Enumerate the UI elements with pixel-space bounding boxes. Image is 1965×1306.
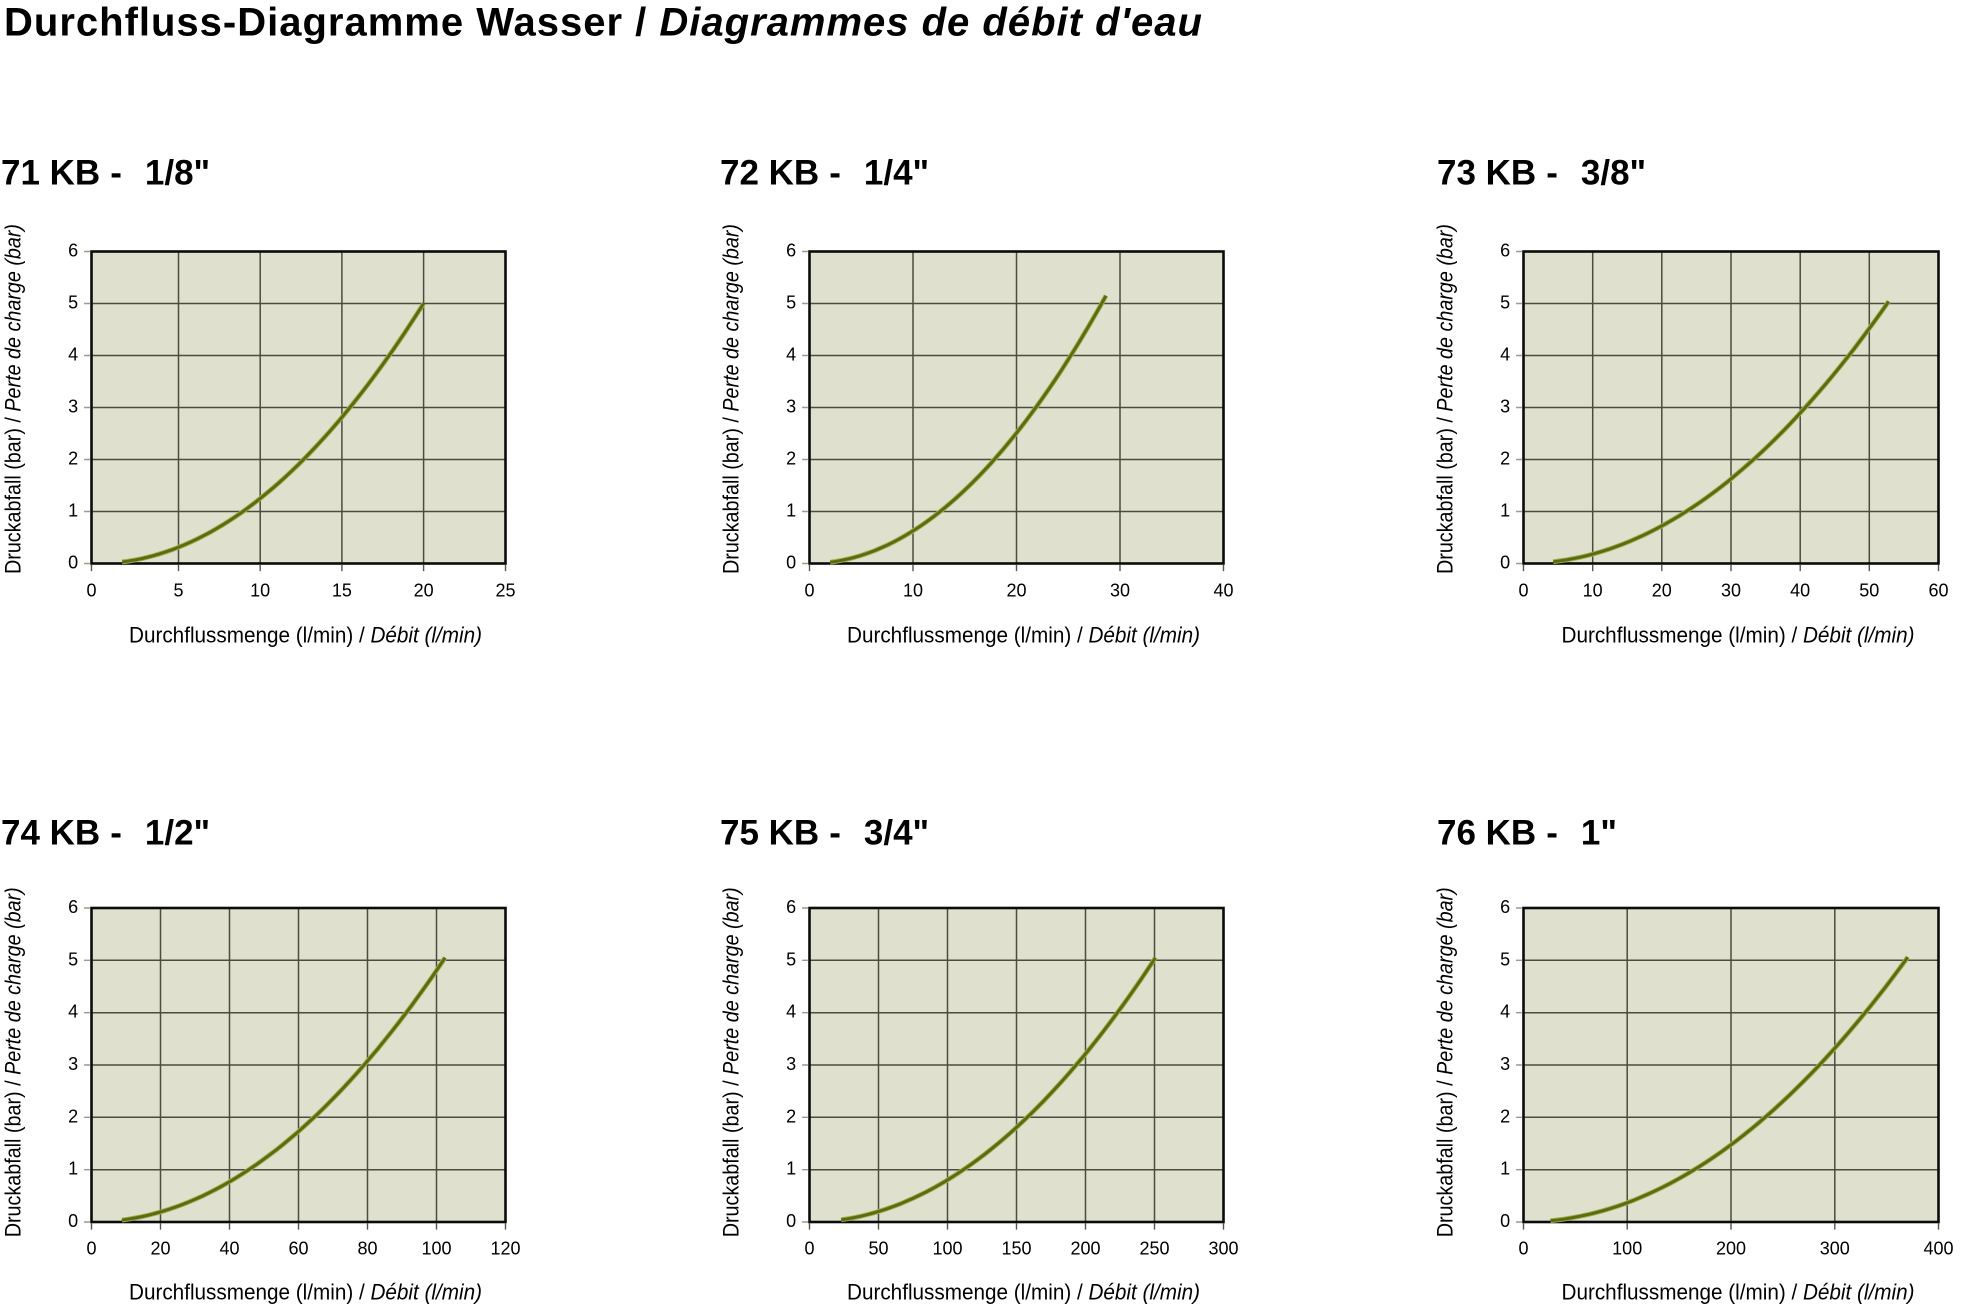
svg-text:0: 0 [86, 1238, 96, 1258]
svg-text:72 KB-1/4": 72 KB -1/4" [720, 154, 929, 193]
svg-text:300: 300 [1208, 1238, 1238, 1258]
svg-text:20: 20 [1652, 580, 1672, 600]
svg-text:71 KB-1/8": 71 KB -1/8" [1, 154, 210, 193]
svg-text:Druckabfall (bar) / Perte de c: Druckabfall (bar) / Perte de charge (bar… [1433, 887, 1458, 1237]
svg-text:100: 100 [932, 1238, 962, 1258]
svg-text:1: 1 [68, 501, 78, 521]
svg-text:3: 3 [68, 1054, 78, 1074]
svg-text:0: 0 [1518, 1238, 1528, 1258]
svg-text:75 KB-3/4": 75 KB -3/4" [720, 814, 929, 853]
svg-text:120: 120 [490, 1238, 520, 1258]
svg-text:25: 25 [495, 580, 515, 600]
svg-text:Durchfluss-Diagramme Wasser /: Durchfluss-Diagramme Wasser / Diagrammes… [4, 1, 1203, 45]
svg-text:1: 1 [786, 1159, 796, 1179]
svg-text:100: 100 [1612, 1238, 1642, 1258]
svg-text:80: 80 [357, 1238, 377, 1258]
svg-text:0: 0 [786, 1211, 796, 1231]
svg-text:2: 2 [1500, 1106, 1510, 1126]
svg-text:400: 400 [1923, 1238, 1953, 1258]
svg-text:6: 6 [68, 241, 78, 261]
svg-text:4: 4 [786, 1002, 796, 1022]
svg-text:60: 60 [288, 1238, 308, 1258]
svg-text:15: 15 [332, 580, 352, 600]
svg-text:0: 0 [1500, 1211, 1510, 1231]
svg-text:0: 0 [804, 1238, 814, 1258]
svg-text:250: 250 [1139, 1238, 1169, 1258]
svg-text:30: 30 [1721, 580, 1741, 600]
svg-text:30: 30 [1110, 580, 1130, 600]
svg-text:2: 2 [1500, 449, 1510, 469]
svg-text:150: 150 [1001, 1238, 1031, 1258]
svg-text:0: 0 [68, 553, 78, 573]
svg-text:1: 1 [1500, 1159, 1510, 1179]
svg-text:5: 5 [786, 949, 796, 969]
svg-text:76 KB-1": 76 KB -1" [1437, 814, 1617, 853]
svg-text:3: 3 [786, 1054, 796, 1074]
svg-text:1: 1 [1500, 501, 1510, 521]
svg-text:40: 40 [1213, 580, 1233, 600]
svg-text:Druckabfall (bar) / Perte de c: Druckabfall (bar) / Perte de charge (bar… [719, 887, 744, 1237]
svg-text:74 KB-1/2": 74 KB -1/2" [1, 814, 210, 853]
svg-text:10: 10 [1583, 580, 1603, 600]
svg-text:5: 5 [68, 293, 78, 313]
svg-text:60: 60 [1928, 580, 1948, 600]
svg-text:0: 0 [68, 1211, 78, 1231]
svg-text:5: 5 [173, 580, 183, 600]
svg-text:4: 4 [1500, 1002, 1510, 1022]
svg-text:5: 5 [1500, 949, 1510, 969]
svg-text:200: 200 [1716, 1238, 1746, 1258]
svg-text:20: 20 [414, 580, 434, 600]
svg-text:6: 6 [1500, 897, 1510, 917]
svg-text:10: 10 [250, 580, 270, 600]
svg-text:3: 3 [68, 397, 78, 417]
svg-text:73 KB-3/8": 73 KB -3/8" [1437, 154, 1646, 193]
svg-text:5: 5 [786, 293, 796, 313]
svg-text:Durchflussmenge (l/min) / Débi: Durchflussmenge (l/min) / Débit (l/min) [1562, 623, 1915, 648]
svg-text:50: 50 [868, 1238, 888, 1258]
svg-text:2: 2 [68, 1106, 78, 1126]
svg-text:40: 40 [219, 1238, 239, 1258]
svg-text:6: 6 [68, 897, 78, 917]
svg-text:Durchflussmenge (l/min) / Débi: Durchflussmenge (l/min) / Débit (l/min) [847, 1280, 1200, 1305]
svg-text:40: 40 [1790, 580, 1810, 600]
svg-text:6: 6 [786, 241, 796, 261]
svg-text:5: 5 [68, 949, 78, 969]
svg-text:0: 0 [786, 553, 796, 573]
svg-text:0: 0 [1518, 580, 1528, 600]
svg-text:4: 4 [68, 1002, 78, 1022]
svg-text:3: 3 [1500, 397, 1510, 417]
svg-text:100: 100 [421, 1238, 451, 1258]
svg-text:Druckabfall (bar) / Perte de c: Druckabfall (bar) / Perte de charge (bar… [1433, 224, 1458, 574]
svg-text:2: 2 [68, 449, 78, 469]
svg-text:Durchflussmenge (l/min) / Débi: Durchflussmenge (l/min) / Débit (l/min) [129, 623, 482, 648]
svg-text:5: 5 [1500, 293, 1510, 313]
svg-text:Durchflussmenge (l/min) / Débi: Durchflussmenge (l/min) / Débit (l/min) [1562, 1280, 1915, 1305]
svg-text:Durchflussmenge (l/min) / Débi: Durchflussmenge (l/min) / Débit (l/min) [129, 1280, 482, 1305]
svg-text:3: 3 [786, 397, 796, 417]
svg-text:300: 300 [1820, 1238, 1850, 1258]
svg-text:0: 0 [804, 580, 814, 600]
svg-text:4: 4 [68, 345, 78, 365]
svg-text:4: 4 [1500, 345, 1510, 365]
svg-text:Druckabfall (bar) / Perte de c: Druckabfall (bar) / Perte de charge (bar… [1, 224, 26, 574]
svg-text:20: 20 [150, 1238, 170, 1258]
svg-text:3: 3 [1500, 1054, 1510, 1074]
svg-text:4: 4 [786, 345, 796, 365]
svg-text:Durchflussmenge (l/min) / Débi: Durchflussmenge (l/min) / Débit (l/min) [847, 623, 1200, 648]
svg-text:10: 10 [903, 580, 923, 600]
svg-text:2: 2 [786, 449, 796, 469]
svg-text:6: 6 [1500, 241, 1510, 261]
svg-text:0: 0 [1500, 553, 1510, 573]
svg-text:200: 200 [1070, 1238, 1100, 1258]
svg-text:6: 6 [786, 897, 796, 917]
svg-text:Druckabfall (bar) / Perte de c: Druckabfall (bar) / Perte de charge (bar… [1, 887, 26, 1237]
svg-text:1: 1 [68, 1159, 78, 1179]
svg-text:20: 20 [1006, 580, 1026, 600]
svg-text:1: 1 [786, 501, 796, 521]
svg-text:0: 0 [86, 580, 96, 600]
svg-text:Druckabfall (bar) / Perte de c: Druckabfall (bar) / Perte de charge (bar… [719, 224, 744, 574]
svg-text:2: 2 [786, 1106, 796, 1126]
svg-text:50: 50 [1859, 580, 1879, 600]
